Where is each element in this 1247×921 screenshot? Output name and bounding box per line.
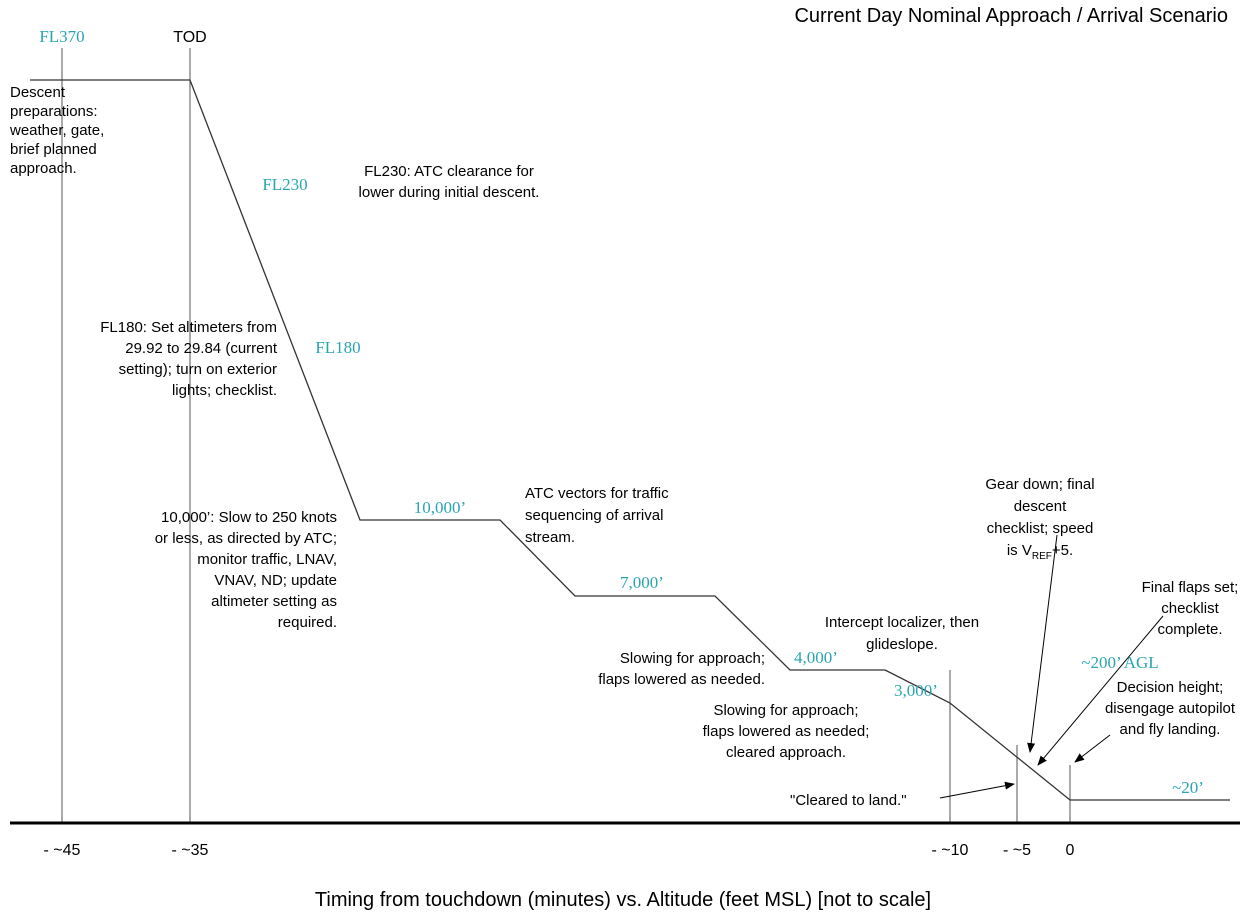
annotation-line: altimeter setting as bbox=[211, 593, 337, 610]
annotation-line: required. bbox=[278, 614, 337, 631]
title: Current Day Nominal Approach / Arrival S… bbox=[794, 5, 1228, 27]
arrow bbox=[1074, 734, 1111, 763]
arrow bbox=[939, 781, 1015, 799]
annotation-line: weather, gate, bbox=[9, 122, 104, 139]
annotation-line: FL180: Set altimeters from bbox=[100, 319, 277, 336]
altitude-label: 7,000’ bbox=[620, 573, 664, 592]
annotation-line: Decision height; bbox=[1117, 679, 1224, 696]
annotation-line: stream. bbox=[525, 529, 575, 546]
time-label: - ~5 bbox=[1003, 842, 1031, 859]
annotation-line: Gear down; final bbox=[985, 476, 1094, 493]
top-label: FL370 bbox=[39, 27, 84, 46]
annotation-line: brief planned bbox=[10, 141, 97, 158]
annotation-line: glideslope. bbox=[866, 636, 938, 653]
time-label: 0 bbox=[1066, 842, 1075, 859]
altitude-label: FL230 bbox=[262, 175, 307, 194]
annotation-line: flaps lowered as needed. bbox=[598, 671, 765, 688]
annotation-line: Slowing for approach; bbox=[713, 702, 858, 719]
annotation-line: cleared approach. bbox=[726, 744, 846, 761]
annotation-line: setting); turn on exterior bbox=[119, 361, 277, 378]
annotation-line: sequencing of arrival bbox=[525, 507, 663, 524]
annotation-line: is VREF+5. bbox=[1007, 542, 1073, 562]
annotation-text: is V bbox=[1007, 542, 1032, 559]
annotation-line: 10,000’: Slow to 250 knots bbox=[161, 509, 337, 526]
altitude-labels: FL230 FL180 10,000’ 7,000’ 4,000’ 3,000’ ~200’… bbox=[262, 175, 1204, 797]
annotation-line: preparations: bbox=[10, 103, 98, 120]
top-label: TOD bbox=[173, 29, 206, 46]
annotation-line: flaps lowered as needed; bbox=[703, 723, 870, 740]
arrow bbox=[1027, 534, 1058, 753]
annotation-line: 29.92 to 29.84 (current bbox=[125, 340, 278, 357]
annotation-line: lower during initial descent. bbox=[359, 184, 540, 201]
annotation-line: VNAV, ND; update bbox=[214, 572, 337, 589]
annotation-line: complete. bbox=[1157, 621, 1222, 638]
altitude-label: 4,000’ bbox=[794, 648, 838, 667]
annotations: Descent preparations: weather, gate, brief … bbox=[9, 84, 1238, 809]
altitude-label: ~200’ AGL bbox=[1081, 653, 1158, 672]
annotation-line: Final flaps set; bbox=[1142, 579, 1239, 596]
annotation-line: Slowing for approach; bbox=[620, 650, 765, 667]
time-label: - ~35 bbox=[172, 842, 209, 859]
annotation-line: lights; checklist. bbox=[172, 382, 277, 399]
descent-profile bbox=[30, 79, 1230, 801]
annotation-line: FL230: ATC clearance for bbox=[364, 163, 534, 180]
annotation-line: checklist bbox=[1161, 600, 1219, 617]
annotation-text: +5. bbox=[1052, 542, 1073, 559]
annotation-line: "Cleared to land." bbox=[790, 792, 907, 809]
annotation-line: approach. bbox=[10, 160, 77, 177]
altitude-label: 10,000’ bbox=[414, 498, 466, 517]
annotation-line: monitor traffic, LNAV, bbox=[197, 551, 337, 568]
annotation-line: Descent bbox=[10, 84, 66, 101]
time-labels: - ~45 - ~35 - ~10 - ~5 0 bbox=[44, 842, 1075, 859]
annotation-line: Intercept localizer, then bbox=[825, 614, 979, 631]
time-label: - ~10 bbox=[932, 842, 969, 859]
time-label: - ~45 bbox=[44, 842, 81, 859]
altitude-label: FL180 bbox=[315, 338, 360, 357]
annotation-line: ATC vectors for traffic bbox=[525, 485, 669, 502]
annotation-text: REF bbox=[1032, 551, 1052, 562]
altitude-label: ~20’ bbox=[1172, 778, 1204, 797]
annotation-line: checklist; speed bbox=[987, 520, 1094, 537]
annotation-line: descent bbox=[1014, 498, 1067, 515]
annotation-line: or less, as directed by ATC; bbox=[155, 530, 337, 547]
arrow bbox=[1037, 615, 1164, 766]
altitude-label: 3,000’ bbox=[894, 681, 938, 700]
annotation-line: and fly landing. bbox=[1120, 721, 1221, 738]
caption: Timing from touchdown (minutes) vs. Alti… bbox=[315, 889, 931, 911]
annotation-line: disengage autopilot bbox=[1105, 700, 1236, 717]
